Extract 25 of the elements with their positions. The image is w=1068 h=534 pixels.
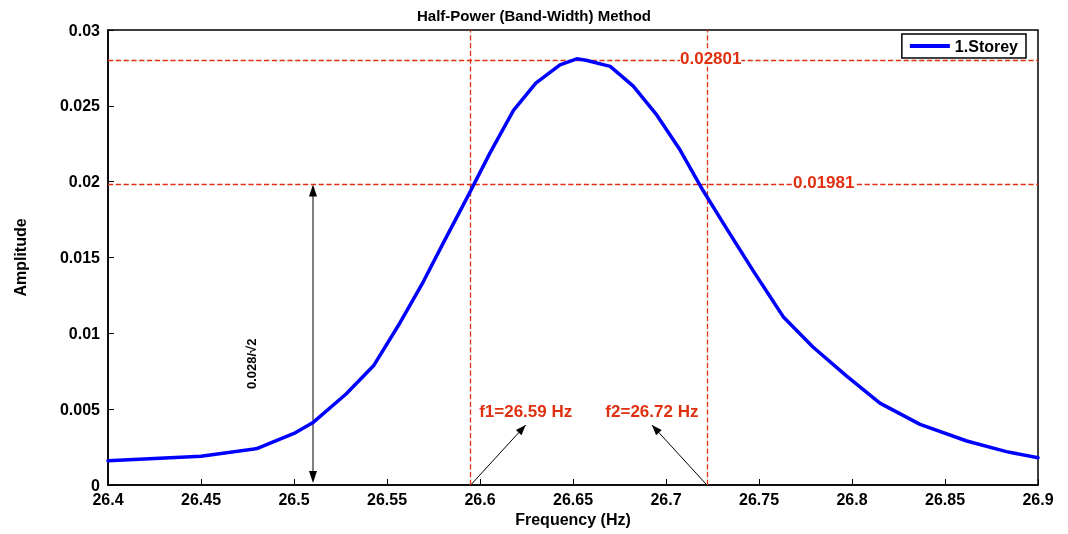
y-tick-label: 0.02 — [68, 173, 101, 191]
y-tick-label: 0.015 — [59, 249, 101, 266]
x-tick-label: 26.45 — [180, 490, 222, 508]
y-tick-label: 0.025 — [59, 97, 101, 115]
x-tick-label: 26.75 — [738, 490, 780, 508]
annotation: f1=26.59 Hz — [479, 401, 573, 421]
ref-line-label: 0.02801 — [680, 48, 742, 68]
x-tick-label: 26.5 — [278, 490, 310, 508]
y-tick-label: 0.03 — [68, 21, 101, 39]
annotation: f2=26.72 Hz — [605, 401, 699, 421]
chart-title: Half-Power (Band-Width) Method — [416, 7, 652, 24]
x-tick-label: 26.55 — [366, 490, 408, 508]
y-tick-label: 0.01 — [68, 324, 101, 342]
y-tick-label: 0.005 — [59, 400, 101, 418]
y-axis-title: Amplitude — [11, 218, 29, 297]
x-tick-label: 26.65 — [552, 490, 594, 508]
annotation: 0.028/√2 — [243, 338, 259, 390]
x-tick-label: 26.85 — [924, 490, 966, 508]
x-tick-label: 26.9 — [1022, 490, 1054, 508]
legend-label: 1.Storey — [954, 37, 1019, 55]
x-tick-label: 26.7 — [650, 490, 682, 508]
ref-line-label: 0.01981 — [793, 173, 855, 193]
x-tick-label: 26.8 — [836, 490, 868, 508]
x-tick-label: 26.6 — [464, 490, 496, 508]
x-axis-title: Frequency (Hz) — [515, 511, 631, 529]
